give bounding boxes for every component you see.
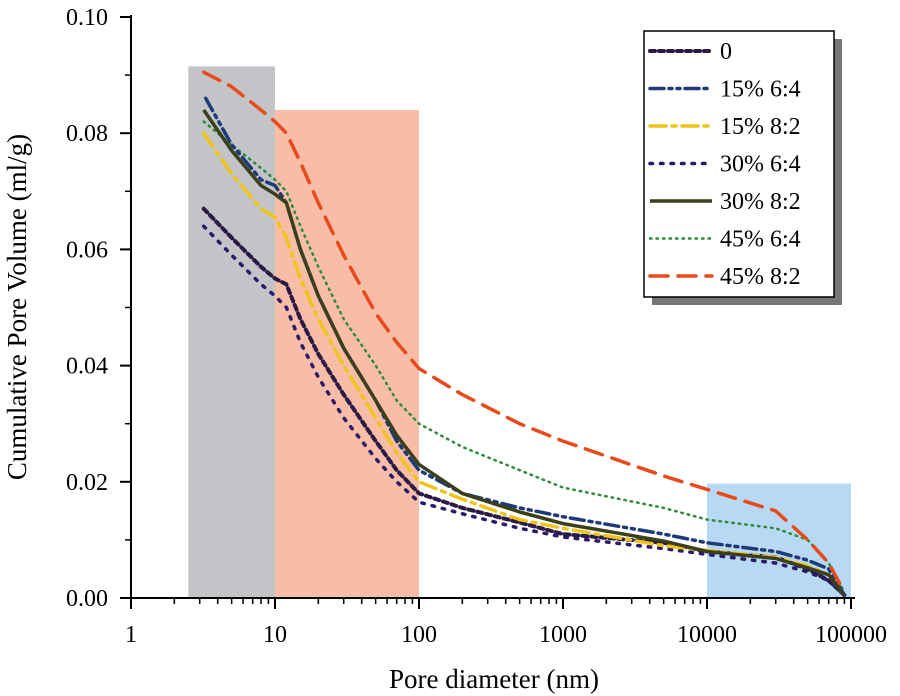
y-tick-label: 0.00: [66, 586, 108, 612]
y-axis-ticks: 0.00 0.02 0.04 0.06 0.08 0.10: [66, 5, 131, 612]
x-axis-label: Pore diameter (nm): [389, 664, 599, 694]
x-tick-label: 100000: [815, 622, 887, 648]
series-line-5: [202, 120, 846, 594]
y-tick-label: 0.10: [66, 5, 108, 31]
y-tick-label: 0.08: [66, 121, 108, 147]
legend-label-3: 30% 6:4: [720, 152, 801, 178]
y-axis-label: Cumulative Pore Volume (ml/g): [2, 134, 32, 480]
series-line-4: [202, 109, 846, 597]
x-tick-label: 100: [401, 622, 437, 648]
legend-label-2: 15% 8:2: [720, 114, 801, 140]
x-axis-ticks: 1 10 100 1000 10000 100000: [125, 598, 887, 648]
y-tick-label: 0.02: [66, 470, 108, 496]
x-tick-label: 10: [263, 622, 287, 648]
x-tick-label: 1000: [539, 622, 587, 648]
legend-box: [643, 30, 835, 298]
legend-label-6: 45% 8:2: [720, 264, 801, 290]
legend-label-1: 15% 6:4: [720, 77, 801, 103]
legend: 0 15% 6:4 15% 8:2 30% 6:4 30% 8:2 45% 6:4 45% …: [643, 30, 842, 305]
legend-label-5: 45% 6:4: [720, 227, 801, 253]
shaded-region-0: [188, 66, 275, 598]
x-tick-label: 10000: [677, 622, 737, 648]
axes: [130, 15, 855, 599]
series-lines: [201, 70, 847, 598]
y-tick-label: 0.04: [66, 354, 108, 380]
legend-label-4: 30% 8:2: [720, 189, 801, 215]
series-line-6: [201, 70, 847, 594]
legend-label-0: 0: [720, 39, 732, 65]
y-tick-label: 0.06: [66, 237, 108, 263]
series-line-3: [201, 224, 847, 597]
series-line-1: [203, 96, 847, 597]
x-tick-label: 1: [125, 622, 137, 648]
